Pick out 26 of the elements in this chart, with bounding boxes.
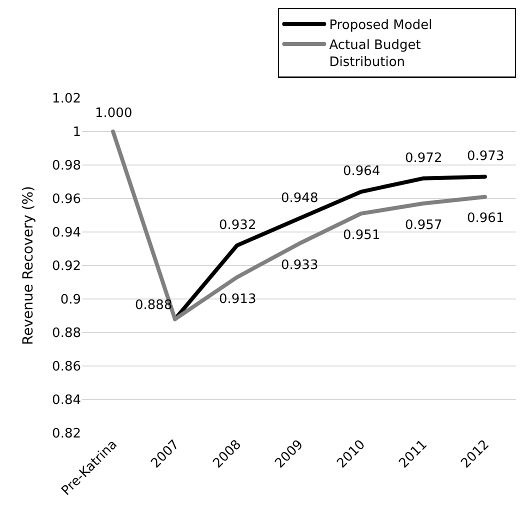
data-label: 0.913 bbox=[219, 292, 256, 307]
y-tick-label: 0.9 bbox=[60, 292, 81, 308]
data-label: 0.948 bbox=[281, 191, 318, 206]
data-label: 1.000 bbox=[95, 106, 132, 121]
y-tick-label: 0.94 bbox=[52, 226, 81, 241]
y-tick-label: 1.02 bbox=[52, 92, 81, 107]
y-tick-label: 1 bbox=[72, 125, 81, 140]
data-label: 0.973 bbox=[467, 149, 504, 164]
data-label: 0.951 bbox=[343, 228, 380, 243]
y-tick-label: 0.82 bbox=[52, 426, 81, 442]
y-tick-label: 0.96 bbox=[52, 192, 81, 208]
data-label: 0.972 bbox=[405, 151, 442, 166]
data-label: 0.964 bbox=[343, 164, 380, 179]
legend-label: Proposed Model bbox=[329, 18, 432, 34]
y-tick-label: 0.92 bbox=[52, 259, 81, 274]
y-tick-label: 0.86 bbox=[52, 360, 81, 375]
data-label: 0.933 bbox=[281, 258, 318, 273]
y-tick-label: 0.84 bbox=[52, 393, 81, 408]
data-label: 0.957 bbox=[405, 218, 442, 233]
y-tick-label: 0.88 bbox=[52, 326, 81, 342]
legend-label: Actual Budget Distribution bbox=[329, 38, 421, 70]
data-label: 0.932 bbox=[219, 218, 256, 233]
data-label: 0.888 bbox=[135, 298, 172, 313]
data-label: 0.961 bbox=[467, 211, 504, 226]
y-tick-label: 0.98 bbox=[52, 158, 81, 174]
y-axis-title: Revenue Recovery (%) bbox=[20, 186, 37, 346]
